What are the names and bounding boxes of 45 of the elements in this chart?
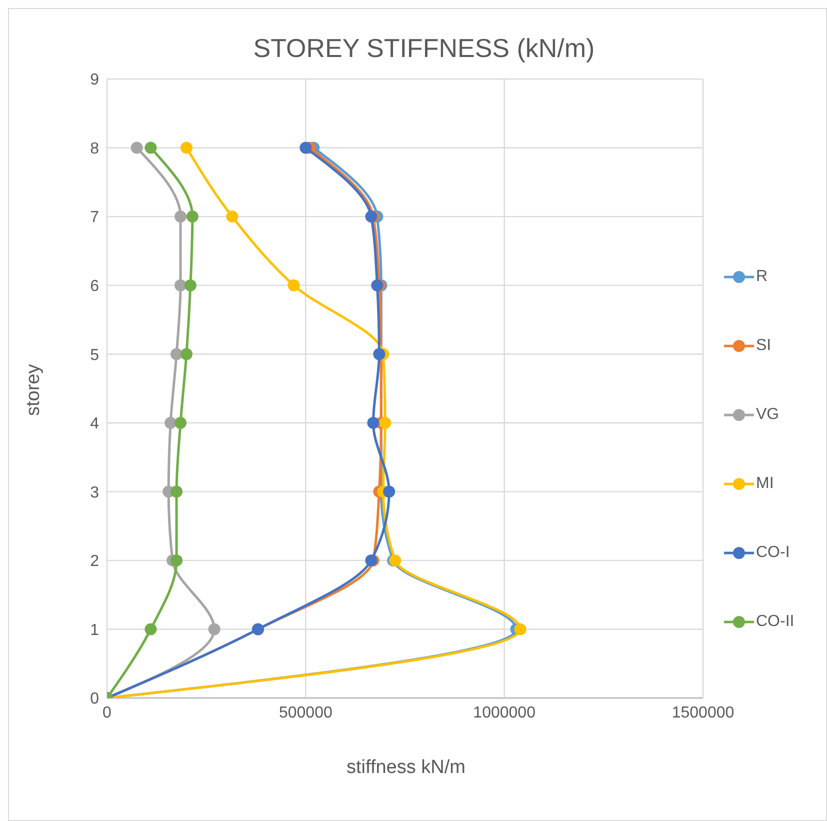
legend-label: CO-II bbox=[756, 612, 794, 630]
point bbox=[144, 623, 157, 636]
y-tick-label: 8 bbox=[90, 140, 100, 158]
y-axis-title: storey bbox=[23, 363, 45, 418]
y-tick-label: 7 bbox=[90, 209, 100, 226]
point bbox=[174, 416, 187, 429]
x-tick-label: 500000 bbox=[278, 704, 332, 722]
point bbox=[130, 142, 143, 154]
point bbox=[180, 348, 192, 360]
point bbox=[514, 623, 526, 636]
y-tick-label: 3 bbox=[90, 484, 100, 502]
point bbox=[226, 210, 238, 223]
point bbox=[288, 279, 300, 292]
legend-label: VG bbox=[756, 406, 780, 424]
point bbox=[208, 623, 220, 636]
x-axis-title: stiffness kN/m bbox=[346, 757, 466, 779]
x-tick-label: 1000000 bbox=[473, 704, 536, 722]
point bbox=[144, 142, 157, 154]
point bbox=[170, 348, 183, 360]
point bbox=[174, 210, 187, 223]
y-tick-label: 6 bbox=[90, 278, 100, 296]
point bbox=[367, 416, 380, 429]
y-tick-label: 1 bbox=[90, 622, 100, 639]
point bbox=[300, 142, 312, 154]
point bbox=[180, 142, 192, 154]
point bbox=[379, 416, 392, 429]
point bbox=[164, 416, 177, 429]
y-tick-label: 2 bbox=[90, 553, 100, 570]
legend-label: MI bbox=[756, 474, 774, 492]
point bbox=[184, 279, 196, 292]
y-tick-label: 0 bbox=[90, 690, 100, 708]
chart-title: STOREY STIFFNESS (kN/m) bbox=[252, 33, 596, 64]
y-tick-label: 4 bbox=[90, 416, 100, 433]
point bbox=[174, 279, 187, 292]
x-tick-label: 1500000 bbox=[672, 704, 734, 722]
point bbox=[170, 486, 183, 498]
point bbox=[383, 486, 396, 498]
legend-label: CO-I bbox=[756, 544, 790, 562]
legend-label: R bbox=[756, 268, 768, 286]
x-tick-label: 0 bbox=[102, 704, 112, 722]
legend-label: SI bbox=[756, 336, 772, 354]
y-tick-label: 9 bbox=[90, 72, 100, 89]
y-tick-label: 5 bbox=[90, 346, 100, 364]
point bbox=[170, 554, 183, 566]
point bbox=[186, 210, 198, 223]
